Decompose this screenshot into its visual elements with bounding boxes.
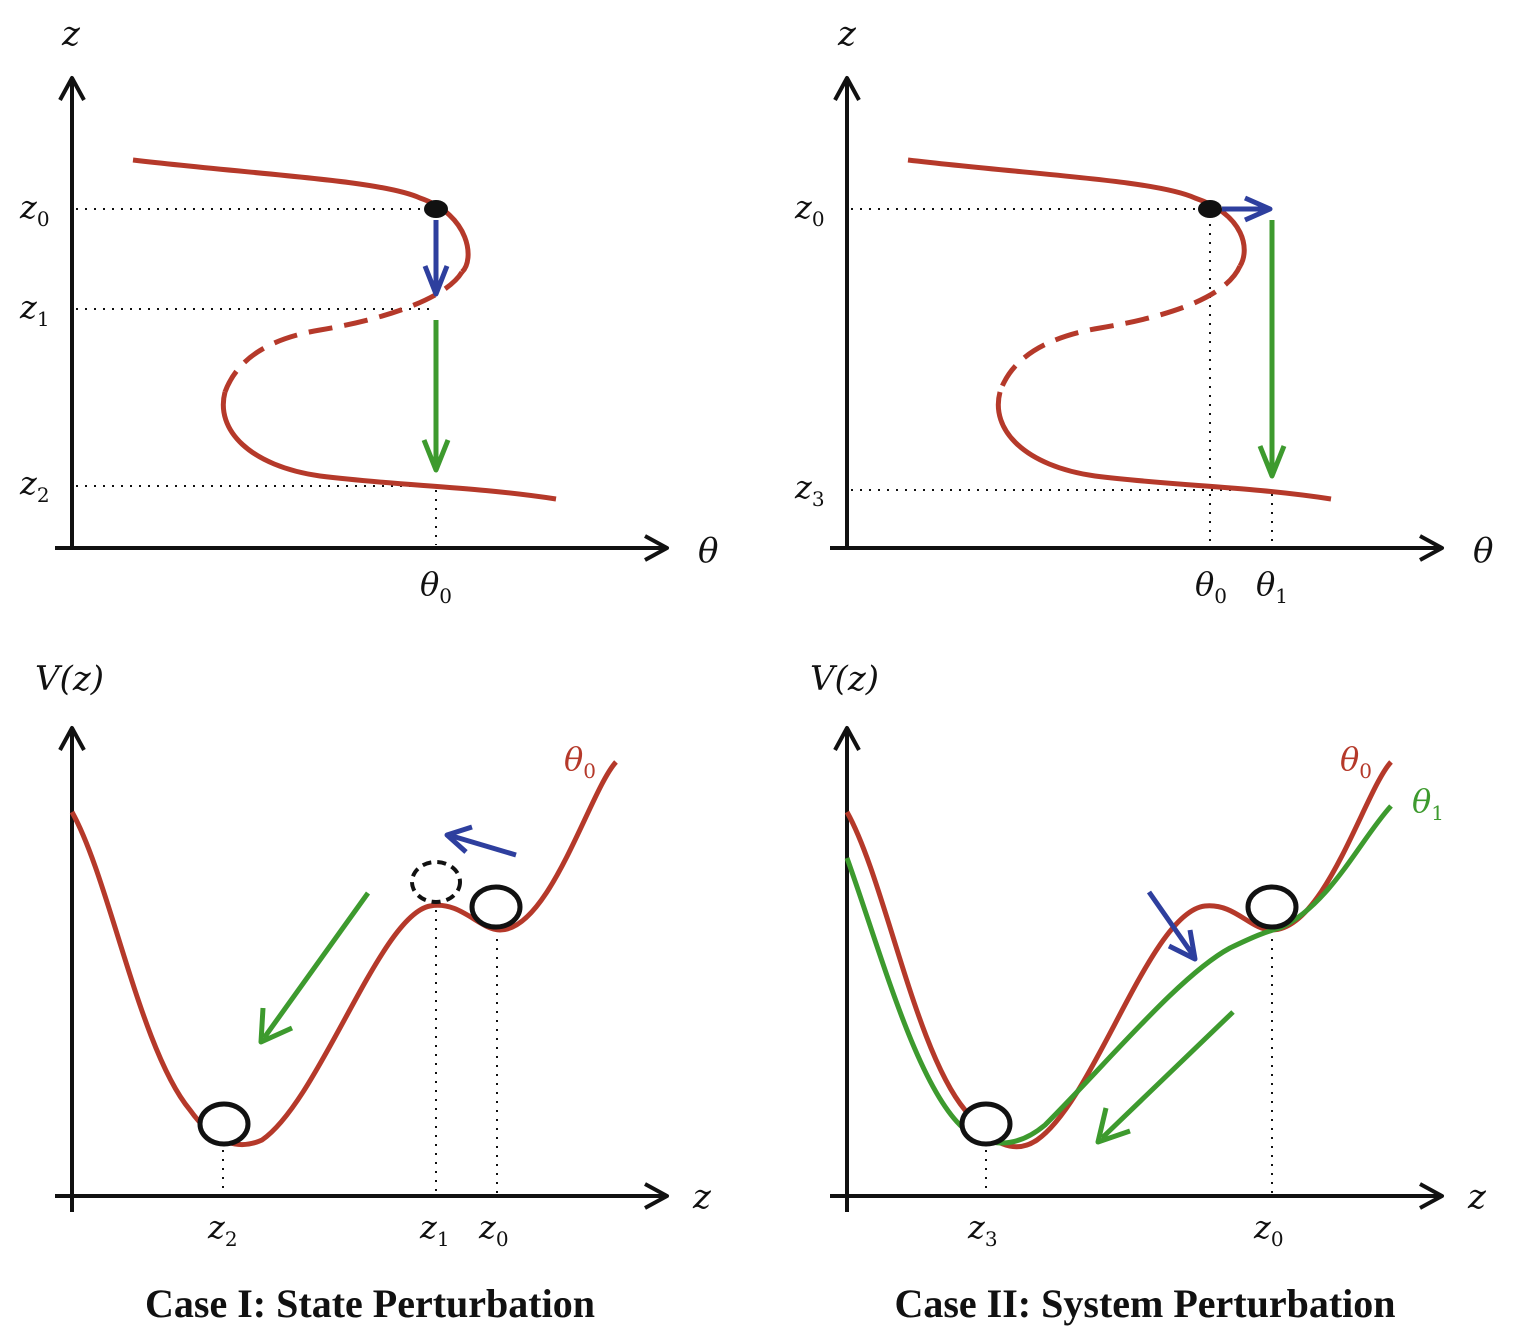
tick-theta1: θ1 bbox=[1256, 565, 1288, 608]
transition-arrowhead bbox=[1095, 1107, 1131, 1145]
y-axis-label: z bbox=[61, 14, 81, 54]
y-axis-arrowhead bbox=[833, 76, 861, 101]
unstable-branch bbox=[222, 270, 465, 393]
upper-stable-branch bbox=[907, 157, 1247, 268]
curve-label-theta0: θ0 bbox=[1340, 740, 1372, 783]
transition-arrow bbox=[261, 891, 371, 1040]
ball-z3 bbox=[959, 1101, 1013, 1147]
tick-z0: z0 bbox=[1253, 1208, 1284, 1251]
panel-top-left: z θ z0 z1 z2 θ0 bbox=[19, 14, 718, 608]
panel-bottom-left: V(z) z θ0 z2 z1 z0 bbox=[35, 659, 712, 1251]
caption-case-1: Case I: State Perturbation bbox=[145, 1281, 595, 1326]
tick-z2: z2 bbox=[19, 464, 50, 507]
parameter-shift-arrowhead bbox=[1243, 195, 1273, 223]
state-point bbox=[424, 200, 448, 218]
y-axis-label: V(z) bbox=[810, 659, 879, 699]
tick-z0: z0 bbox=[19, 188, 50, 231]
panel-bottom-right: V(z) z θ0 θ1 z3 z0 bbox=[810, 659, 1487, 1251]
curve-label-theta0: θ0 bbox=[564, 740, 596, 783]
ball-z1-perturbed bbox=[410, 860, 462, 904]
x-axis-label: z bbox=[1467, 1177, 1487, 1217]
potential-curve-theta1 bbox=[844, 804, 1393, 1146]
tick-z0: z0 bbox=[794, 188, 825, 231]
tick-z2: z2 bbox=[207, 1208, 238, 1251]
x-axis-label: θ bbox=[698, 531, 718, 571]
lower-stable-branch bbox=[220, 391, 557, 502]
state-point bbox=[1198, 200, 1222, 218]
state-perturbation-arrowhead bbox=[444, 824, 473, 854]
ball-z2 bbox=[197, 1101, 251, 1147]
transition-arrowhead bbox=[1257, 445, 1287, 479]
tick-theta0: θ0 bbox=[420, 565, 452, 608]
y-axis-label: z bbox=[837, 14, 857, 54]
system-perturbation-arrowhead bbox=[1167, 929, 1198, 962]
x-axis-arrowhead bbox=[644, 1182, 669, 1210]
ball-z0 bbox=[469, 884, 523, 930]
transition-arrow bbox=[1100, 1010, 1235, 1140]
upper-stable-branch bbox=[132, 157, 471, 274]
tick-z3: z3 bbox=[967, 1208, 998, 1251]
lower-stable-branch bbox=[995, 391, 1332, 502]
curve-label-theta1: θ1 bbox=[1412, 782, 1444, 825]
transition-arrowhead bbox=[421, 439, 451, 473]
potential-curve-theta0 bbox=[69, 760, 618, 1148]
y-axis-label: V(z) bbox=[35, 659, 104, 699]
tick-z1: z1 bbox=[419, 1208, 450, 1251]
state-perturbation-arrow bbox=[451, 833, 517, 858]
tick-z3: z3 bbox=[794, 468, 825, 511]
state-perturbation-arrowhead bbox=[422, 265, 450, 297]
tick-z1: z1 bbox=[19, 288, 50, 331]
ball-z0 bbox=[1245, 884, 1299, 930]
y-axis-arrowhead bbox=[833, 726, 861, 751]
y-axis-arrowhead bbox=[58, 726, 86, 751]
tick-z0: z0 bbox=[478, 1208, 509, 1251]
x-axis-arrowhead bbox=[1419, 1182, 1444, 1210]
panel-top-right: z θ z0 z3 θ0 θ1 bbox=[794, 14, 1493, 608]
x-axis-label: θ bbox=[1473, 531, 1493, 571]
system-perturbation-arrow bbox=[1146, 890, 1196, 957]
transition-arrowhead bbox=[258, 1007, 294, 1045]
unstable-branch bbox=[997, 264, 1243, 393]
x-axis-arrowhead bbox=[1419, 534, 1444, 562]
x-axis-label: z bbox=[692, 1177, 712, 1217]
potential-curve-theta0 bbox=[844, 760, 1393, 1150]
tick-theta0: θ0 bbox=[1195, 565, 1227, 608]
y-axis-arrowhead bbox=[58, 76, 86, 101]
x-axis-arrowhead bbox=[644, 534, 669, 562]
caption-case-2: Case II: System Perturbation bbox=[894, 1281, 1396, 1326]
